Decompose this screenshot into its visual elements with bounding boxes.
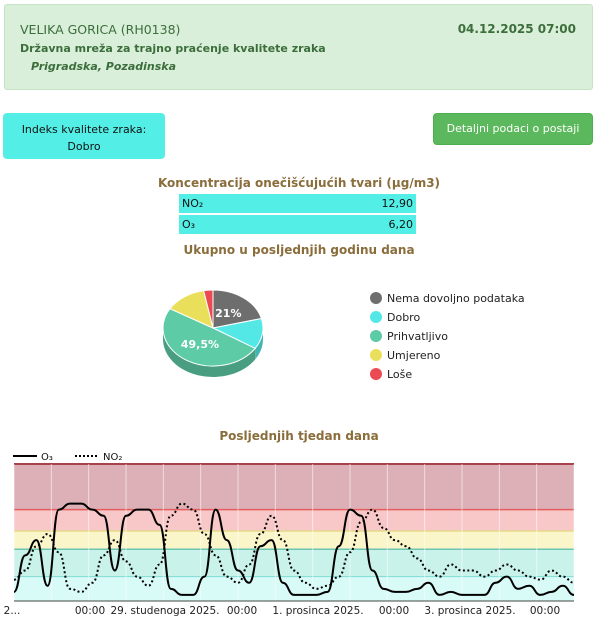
x-tick-label: 00:00 (530, 605, 560, 617)
pie-slice-nema-dovoljno-podataka (212, 289, 263, 329)
pie-slice-prihvatljivo (162, 308, 257, 367)
pollutant-value: 6,20 (278, 214, 416, 236)
band-dobro-inner (14, 576, 574, 601)
x-tick-label: 29. studenoga 2025. (111, 605, 220, 617)
station-location: Prigradska, Pozadinska (31, 60, 177, 73)
legend-label: Dobro (387, 311, 420, 324)
pollutant-name: NO₂ (179, 194, 279, 215)
network-name: Državna mreža za trajno praćenje kvalite… (20, 42, 326, 55)
legend-swatch (370, 311, 382, 323)
aqi-value: Dobro (67, 140, 101, 153)
year-chart-title: Ukupno u posljednjih godinu dana (183, 243, 415, 257)
legend-label: Prihvatljivo (387, 330, 448, 343)
week-chart-title: Posljednjih tjedan dana (219, 429, 379, 443)
legend-swatch (370, 292, 382, 304)
series-o3-line (13, 502, 575, 596)
x-tick-label: 1. prosinca 2025. (272, 605, 363, 617)
legend-label: Nema dovoljno podataka (387, 292, 525, 305)
pie-data-label: 21% (215, 307, 241, 320)
station-name: VELIKA GORICA (RH0138) (20, 22, 181, 37)
year-pie-chart: 21% 49,5% Nema dovoljno podataka Dobro Prihv… (162, 289, 525, 381)
legend-swatch (370, 349, 382, 361)
station-header: VELIKA GORICA (RH0138) Državna mreža za … (4, 4, 593, 90)
legend-label: NO₂ (103, 452, 122, 463)
band-loše (14, 464, 574, 510)
legend-label: Umjereno (387, 349, 441, 362)
station-details-button[interactable]: Detaljni podaci o postaji (433, 113, 593, 145)
legend-label: O₃ (41, 452, 53, 463)
concentrations-table: NO₂ 12,90 O₃ 6,20 (179, 194, 416, 236)
aqi-label: Indeks kvalitete zraka: (21, 123, 147, 136)
pie-slice-side (162, 328, 256, 377)
table-row: O₃ 6,20 (179, 214, 416, 236)
air-quality-index-badge: Indeks kvalitete zraka: Dobro (3, 113, 165, 159)
legend-label: Loše (387, 368, 412, 381)
x-tick-label: 3. prosinca 2025. (424, 605, 515, 617)
x-tick-label: 00:00 (75, 605, 105, 617)
x-tick-label: 2... (4, 605, 21, 617)
legend-swatch (370, 368, 382, 380)
pollutant-name: O₃ (179, 214, 279, 236)
timestamp: 04.12.2025 07:00 (457, 22, 576, 36)
table-row: NO₂ 12,90 (179, 194, 416, 215)
x-tick-label: 00:00 (227, 605, 257, 617)
band-prihvatljivo (14, 530, 574, 550)
pie-data-label: 49,5% (181, 338, 219, 351)
week-line-chart: O₃ NO₂ 2... 00:00 29. studenoga 2025. 00:00 1.… (4, 452, 575, 617)
x-tick-label: 00:00 (379, 605, 409, 617)
legend-swatch (370, 330, 382, 342)
concentrations-title: Koncentracija onečišćujućih tvari (µg/m3… (157, 176, 441, 190)
pollutant-value: 12,90 (278, 194, 416, 215)
series-no2-line (13, 502, 575, 593)
pie-slice-loše (203, 289, 214, 329)
